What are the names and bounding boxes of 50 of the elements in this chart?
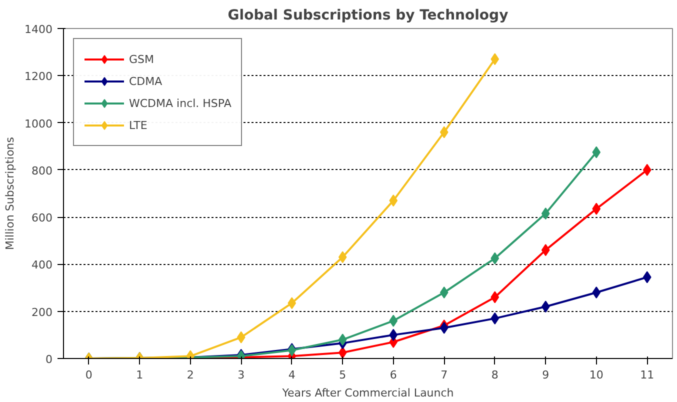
point	[389, 328, 398, 341]
x-axis-title: Years After Commercial Launch	[281, 386, 454, 400]
x-tick-label: 5	[339, 368, 346, 382]
x-tick-label: 1	[136, 368, 144, 382]
point	[592, 286, 601, 298]
chart-title: Global Subscriptions by Technology	[228, 8, 508, 24]
point	[592, 202, 601, 215]
point	[490, 53, 500, 66]
point	[338, 334, 347, 346]
x-tick-label: 8	[491, 368, 498, 382]
point	[236, 331, 246, 344]
y-tick-label: 1200	[24, 70, 53, 84]
x-tick-label: 6	[390, 368, 397, 382]
legend-label: WCDMA incl. HSPA	[129, 96, 232, 110]
y-tick-label: 1000	[24, 117, 53, 130]
y-tick-label: 400	[32, 258, 53, 272]
y-tick-label: 0	[46, 353, 52, 366]
point	[490, 252, 500, 264]
x-tick-label: 4	[288, 368, 296, 382]
point	[642, 271, 652, 284]
point	[490, 291, 500, 304]
point	[440, 286, 448, 298]
point	[541, 208, 550, 220]
x-tick-label: 9	[542, 368, 550, 382]
point	[541, 244, 550, 256]
point	[440, 126, 448, 138]
y-tick-label: 600	[32, 212, 53, 225]
x-tick-label: 7	[440, 368, 448, 382]
legend-label: GSM	[129, 52, 154, 66]
x-tick-label: 2	[186, 368, 194, 382]
y-tick-label: 800	[32, 164, 53, 178]
point	[288, 297, 296, 310]
point	[440, 322, 448, 334]
point	[389, 314, 398, 327]
y-tick-label: 200	[32, 306, 53, 319]
point	[338, 251, 347, 264]
x-tick-label: 10	[589, 368, 604, 382]
legend-label: LTE	[129, 118, 148, 132]
point	[642, 164, 652, 176]
x-tick-label: 11	[640, 368, 654, 382]
point	[490, 312, 500, 324]
x-tick-label: 3	[238, 368, 245, 382]
legend-label: CDMA	[129, 74, 162, 88]
x-tick-label: 0	[85, 368, 92, 382]
point	[541, 300, 550, 313]
y-tick-label: 1400	[24, 23, 53, 36]
y-axis-title: Million Subscriptions	[4, 136, 17, 250]
point	[592, 146, 601, 158]
point	[338, 346, 347, 358]
point	[389, 194, 398, 207]
